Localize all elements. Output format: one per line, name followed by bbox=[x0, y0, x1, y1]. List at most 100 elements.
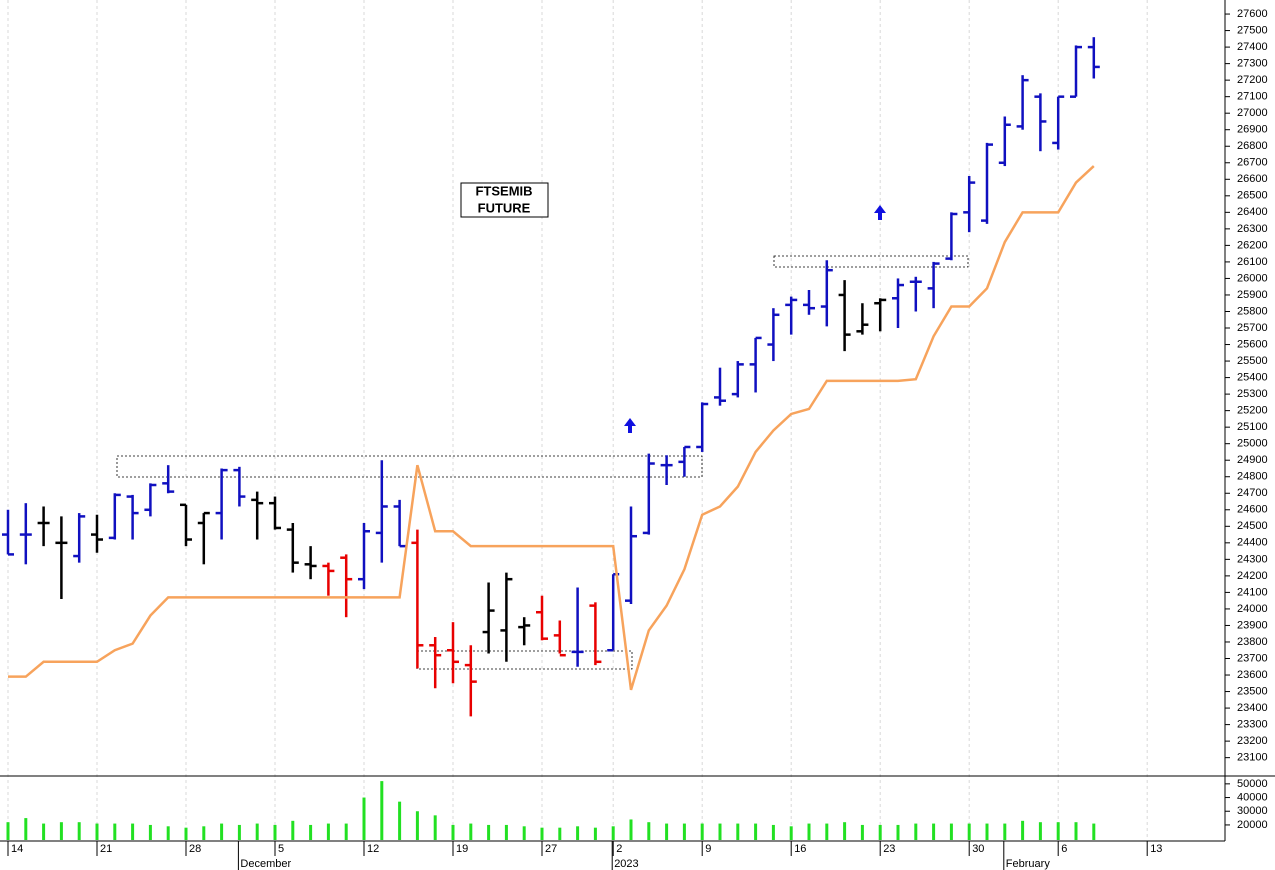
ohlc-bar bbox=[269, 496, 281, 530]
ohlc-bar bbox=[322, 562, 335, 596]
volume-bar bbox=[718, 823, 722, 840]
y-tick-label: 25500 bbox=[1237, 355, 1268, 367]
y-tick-label: 24800 bbox=[1237, 471, 1268, 483]
ohlc-bar bbox=[482, 582, 495, 654]
volume-bar bbox=[1003, 823, 1007, 840]
volume-bar bbox=[896, 824, 900, 840]
ohlc-bar bbox=[571, 587, 584, 667]
volume-bar bbox=[949, 823, 953, 840]
month-label: December bbox=[240, 858, 291, 870]
y-tick-label: 27600 bbox=[1237, 8, 1268, 20]
ohlc-bar bbox=[518, 617, 531, 646]
ohlc-bar bbox=[714, 367, 726, 406]
volume-bar bbox=[344, 823, 348, 840]
ohlc-bar bbox=[838, 280, 851, 352]
ohlc-bar bbox=[1034, 93, 1047, 152]
y-tick-label: 24600 bbox=[1237, 504, 1268, 516]
y-tick-label: 26900 bbox=[1237, 124, 1268, 136]
ohlc-bar bbox=[233, 466, 246, 507]
y-tick-label: 25300 bbox=[1237, 388, 1268, 400]
volume-bar bbox=[932, 823, 936, 840]
volume-bar bbox=[1021, 820, 1025, 840]
x-tick-label: 30 bbox=[972, 843, 984, 855]
y-tick-label: 23400 bbox=[1237, 702, 1268, 714]
ohlc-bar bbox=[660, 455, 673, 485]
ohlc-bar bbox=[820, 260, 833, 327]
volume-bar bbox=[202, 826, 206, 840]
ohlc-bar bbox=[375, 460, 388, 563]
volume-bar bbox=[1056, 822, 1060, 840]
volume-bar bbox=[95, 823, 99, 840]
ohlc-bar bbox=[625, 506, 637, 604]
y-tick-label: 24900 bbox=[1237, 454, 1268, 466]
y-tick-label: 25800 bbox=[1237, 305, 1268, 317]
ohlc-bar bbox=[19, 503, 32, 565]
ohlc-bar bbox=[981, 142, 993, 224]
y-tick-label: 27500 bbox=[1237, 24, 1268, 36]
y-tick-label: 23600 bbox=[1237, 669, 1268, 681]
y-tick-label: 27400 bbox=[1237, 41, 1268, 53]
volume-bar bbox=[1092, 823, 1096, 840]
x-tick-label: 6 bbox=[1061, 843, 1067, 855]
ohlc-bar bbox=[393, 499, 406, 548]
ohlc-bar bbox=[180, 503, 192, 547]
y-tick-label: 24300 bbox=[1237, 553, 1268, 565]
volume-bar bbox=[59, 822, 63, 840]
y-tick-label: 26100 bbox=[1237, 256, 1268, 268]
volume-bar bbox=[487, 824, 491, 840]
x-tick-label: 5 bbox=[278, 843, 284, 855]
ohlc-bar bbox=[909, 276, 922, 312]
volume-bar bbox=[398, 801, 402, 840]
volume-bar bbox=[629, 819, 633, 840]
y-tick-label: 23200 bbox=[1237, 735, 1268, 747]
volume-bar bbox=[647, 822, 651, 840]
ohlc-bar bbox=[945, 212, 958, 261]
y-tick-label: 23300 bbox=[1237, 719, 1268, 731]
month-label: February bbox=[1006, 858, 1051, 870]
y-tick-label: 25700 bbox=[1237, 322, 1268, 334]
ohlc-bar bbox=[429, 637, 442, 689]
volume-bar bbox=[220, 823, 224, 840]
volume-bar bbox=[415, 811, 419, 840]
volume-bar bbox=[558, 827, 562, 840]
x-tick-label: 19 bbox=[456, 843, 468, 855]
volume-bar bbox=[522, 826, 526, 840]
ohlc-bar bbox=[286, 523, 299, 573]
x-tick-label: 16 bbox=[794, 843, 806, 855]
ohlc-bar bbox=[963, 175, 976, 233]
volume-bar bbox=[736, 823, 740, 840]
ohlc-bar bbox=[696, 402, 709, 452]
y-tick-label: 26000 bbox=[1237, 272, 1268, 284]
ohlc-bar bbox=[411, 529, 424, 669]
buy-arrow bbox=[624, 418, 636, 433]
stop-line bbox=[8, 165, 1095, 691]
ohlc-bar bbox=[767, 308, 780, 362]
volume-bar bbox=[166, 826, 170, 840]
y-tick-label: 23900 bbox=[1237, 619, 1268, 631]
y-tick-label: 40000 bbox=[1237, 791, 1268, 803]
y-tick-label: 25200 bbox=[1237, 405, 1268, 417]
volume-bar bbox=[362, 797, 366, 840]
ohlc-bar bbox=[73, 513, 86, 563]
volume-bar bbox=[1074, 822, 1078, 840]
volume-bar bbox=[771, 824, 775, 840]
y-tick-label: 24000 bbox=[1237, 603, 1268, 615]
x-tick-label: 14 bbox=[11, 843, 23, 855]
resistance-box bbox=[116, 455, 703, 478]
y-tick-label: 25400 bbox=[1237, 371, 1268, 383]
ohlc-bar bbox=[927, 261, 940, 309]
volume-bar bbox=[807, 823, 811, 840]
volume-bar bbox=[576, 826, 580, 840]
x-tick-label: 28 bbox=[189, 843, 201, 855]
ohlc-bar bbox=[91, 514, 103, 553]
chart-title: FTSEMIB bbox=[475, 183, 532, 198]
y-tick-label: 23500 bbox=[1237, 685, 1268, 697]
ohlc-bar bbox=[500, 572, 513, 662]
volume-bar bbox=[131, 823, 135, 840]
volume-bar bbox=[593, 827, 597, 840]
ohlc-bar bbox=[340, 554, 353, 618]
y-tick-label: 24500 bbox=[1237, 520, 1268, 532]
y-tick-label: 25900 bbox=[1237, 289, 1268, 301]
y-tick-label: 23800 bbox=[1237, 636, 1268, 648]
